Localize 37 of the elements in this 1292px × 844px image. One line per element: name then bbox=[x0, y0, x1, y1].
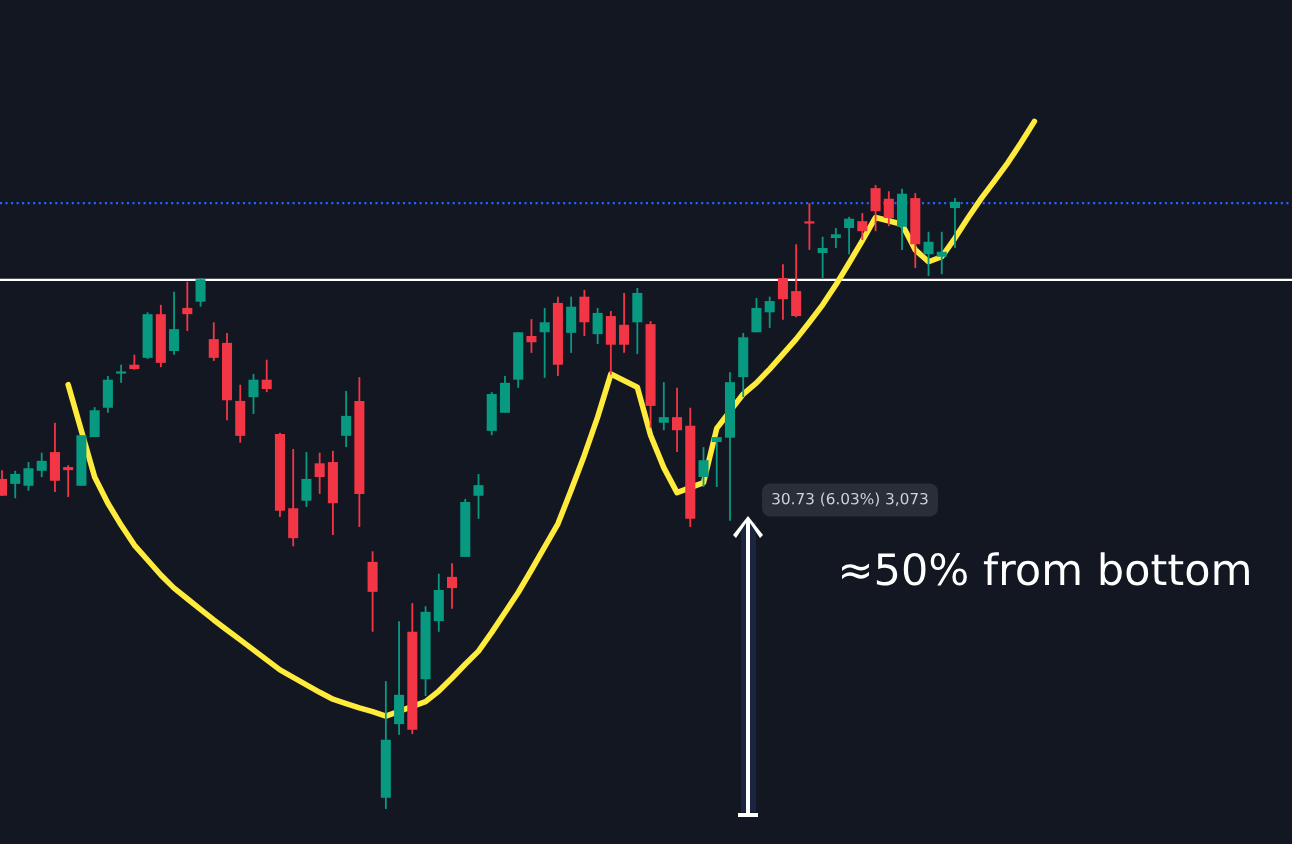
candlestick bbox=[830, 227, 841, 249]
candlestick bbox=[870, 184, 881, 233]
candlestick bbox=[777, 263, 788, 321]
candlestick bbox=[949, 197, 961, 249]
candlestick bbox=[883, 190, 894, 228]
candlestick bbox=[936, 230, 947, 276]
candlestick bbox=[23, 461, 34, 492]
candlestick bbox=[248, 373, 259, 415]
candlestick bbox=[844, 215, 855, 256]
candlestick bbox=[261, 358, 272, 394]
candlestick bbox=[169, 290, 180, 356]
candlestick bbox=[63, 464, 74, 498]
candlestick bbox=[195, 277, 206, 308]
candlestick bbox=[923, 230, 934, 278]
candlestick bbox=[698, 446, 709, 488]
candlestick bbox=[672, 386, 683, 453]
candlestick bbox=[764, 295, 775, 329]
candlestick bbox=[711, 436, 722, 488]
candlestick bbox=[341, 390, 352, 448]
candlestick bbox=[314, 451, 325, 495]
candlestick bbox=[592, 307, 603, 346]
annotation: 30.73 (6.03%) 3,073 bbox=[772, 492, 928, 507]
candlestick bbox=[803, 202, 816, 251]
candlestick bbox=[619, 292, 630, 354]
candlestick bbox=[446, 562, 458, 610]
candlestick bbox=[182, 280, 193, 332]
candlestick bbox=[658, 381, 669, 432]
candlestick bbox=[208, 321, 219, 362]
candlestick bbox=[526, 318, 537, 354]
candlestick bbox=[10, 469, 21, 500]
candlestick bbox=[539, 307, 550, 379]
candlestick bbox=[301, 451, 312, 508]
candlestick bbox=[857, 212, 868, 241]
candlestick bbox=[817, 235, 828, 279]
candlestick bbox=[36, 451, 47, 478]
candlestick bbox=[473, 473, 484, 520]
annotation: ≈50% from bottom bbox=[842, 552, 1249, 586]
